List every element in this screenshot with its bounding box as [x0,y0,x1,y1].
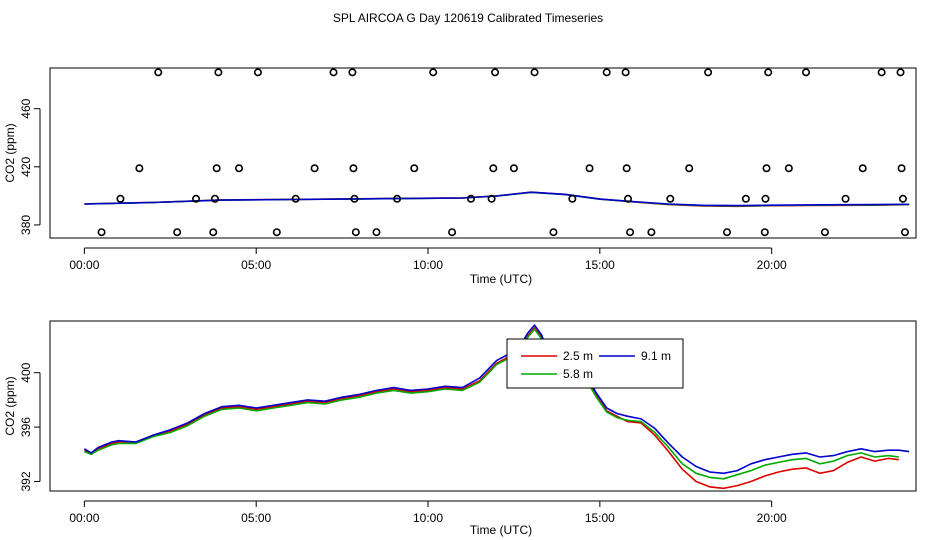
top-x-tick-label: 20:00 [757,258,787,272]
scatter-point [97,228,106,237]
scatter-point [209,228,218,237]
scatter-point [235,164,244,173]
top-x-tick-label: 00:00 [69,258,99,272]
scatter-point [621,68,630,77]
scatter-point [784,164,793,173]
scatter-point [761,194,770,203]
top-y-axis-label: CO2 (ppm) [3,123,17,182]
scatter-point [212,164,221,173]
scatter-point [509,164,518,173]
top-x-axis-label: Time (UTC) [470,272,532,286]
scatter-point [858,164,867,173]
bottom-x-axis-label: Time (UTC) [470,523,532,537]
scatter-point [135,164,144,173]
scatter-point [173,228,182,237]
scatter-point [666,194,675,203]
scatter-point [549,228,558,237]
bottom-y-tick-label: 400 [19,362,33,382]
scatter-point [722,228,731,237]
scatter-point [466,194,475,203]
scatter-point [760,228,769,237]
scatter-point [272,228,281,237]
scatter-point [897,164,906,173]
scatter-point [685,164,694,173]
scatter-point [491,68,500,77]
bottom-panel: 00:00 05:00 10:00 15:00 20:00 Time (UTC) 392 39… [3,320,917,537]
top-x-tick-label: 05:00 [241,258,271,272]
top-plot-frame [49,67,917,239]
scatter-point [410,164,419,173]
top-y-tick-label: 380 [19,215,33,235]
scatter-point [310,164,319,173]
scatter-point [602,68,611,77]
figure-title: SPL AIRCOA G Day 120619 Calibrated Times… [333,11,603,25]
bottom-series-line-9-1-m [83,324,910,475]
scatter-point [530,68,539,77]
scatter-point [351,228,360,237]
bottom-x-tick-label: 15:00 [585,511,615,525]
scatter-point [901,228,910,237]
scatter-point [704,68,713,77]
scatter-point [647,228,656,237]
scatter-point [116,194,125,203]
bottom-y-tick-label: 396 [19,417,33,437]
bottom-y-tick-label: 392 [19,471,33,491]
scatter-point [626,228,635,237]
top-x-tick-label: 15:00 [585,258,615,272]
bottom-x-tick-label: 20:00 [757,511,787,525]
bottom-plot-frame [49,320,917,492]
scatter-point [802,68,811,77]
top-panel: 00:00 05:00 10:00 15:00 20:00 Time (UTC) 380 42… [3,67,917,286]
scatter-point [429,68,438,77]
bottom-x-tick-label: 10:00 [413,511,443,525]
scatter-point [624,194,633,203]
legend-label: 9.1 m [641,349,671,363]
top-x-tick-label: 10:00 [413,258,443,272]
legend-label: 2.5 m [563,349,593,363]
scatter-point [192,194,201,203]
scatter-point [741,194,750,203]
scatter-point [568,194,577,203]
bottom-y-axis-label: CO2 (ppm) [3,376,17,435]
scatter-point [896,68,905,77]
scatter-point [253,68,262,77]
top-series-line-9-1-m [84,191,910,207]
bottom-series-line-2-5-m [83,326,899,490]
scatter-point [762,164,771,173]
scatter-point [898,194,907,203]
scatter-point [214,68,223,77]
scatter-point [350,194,359,203]
scatter-point [877,68,886,77]
top-y-tick-label: 420 [19,156,33,176]
scatter-point [841,194,850,203]
scatter-point [372,228,381,237]
bottom-x-tick-label: 00:00 [69,511,99,525]
scatter-point [820,228,829,237]
bottom-x-tick-label: 05:00 [241,511,271,525]
scatter-point [764,68,773,77]
bottom-series-line-5-8-m [84,328,899,480]
scatter-point [487,194,496,203]
scatter-point [291,194,300,203]
scatter-point [349,164,358,173]
legend-box [506,338,684,389]
scatter-point [210,194,219,203]
scatter-point [585,164,594,173]
scatter-point [154,68,163,77]
scatter-point [329,68,338,77]
legend-label: 5.8 m [563,367,593,381]
scatter-point [393,194,402,203]
top-y-tick-label: 460 [19,98,33,118]
scatter-point [348,68,357,77]
scatter-point [622,164,631,173]
scatter-point [489,164,498,173]
scatter-point [448,228,457,237]
